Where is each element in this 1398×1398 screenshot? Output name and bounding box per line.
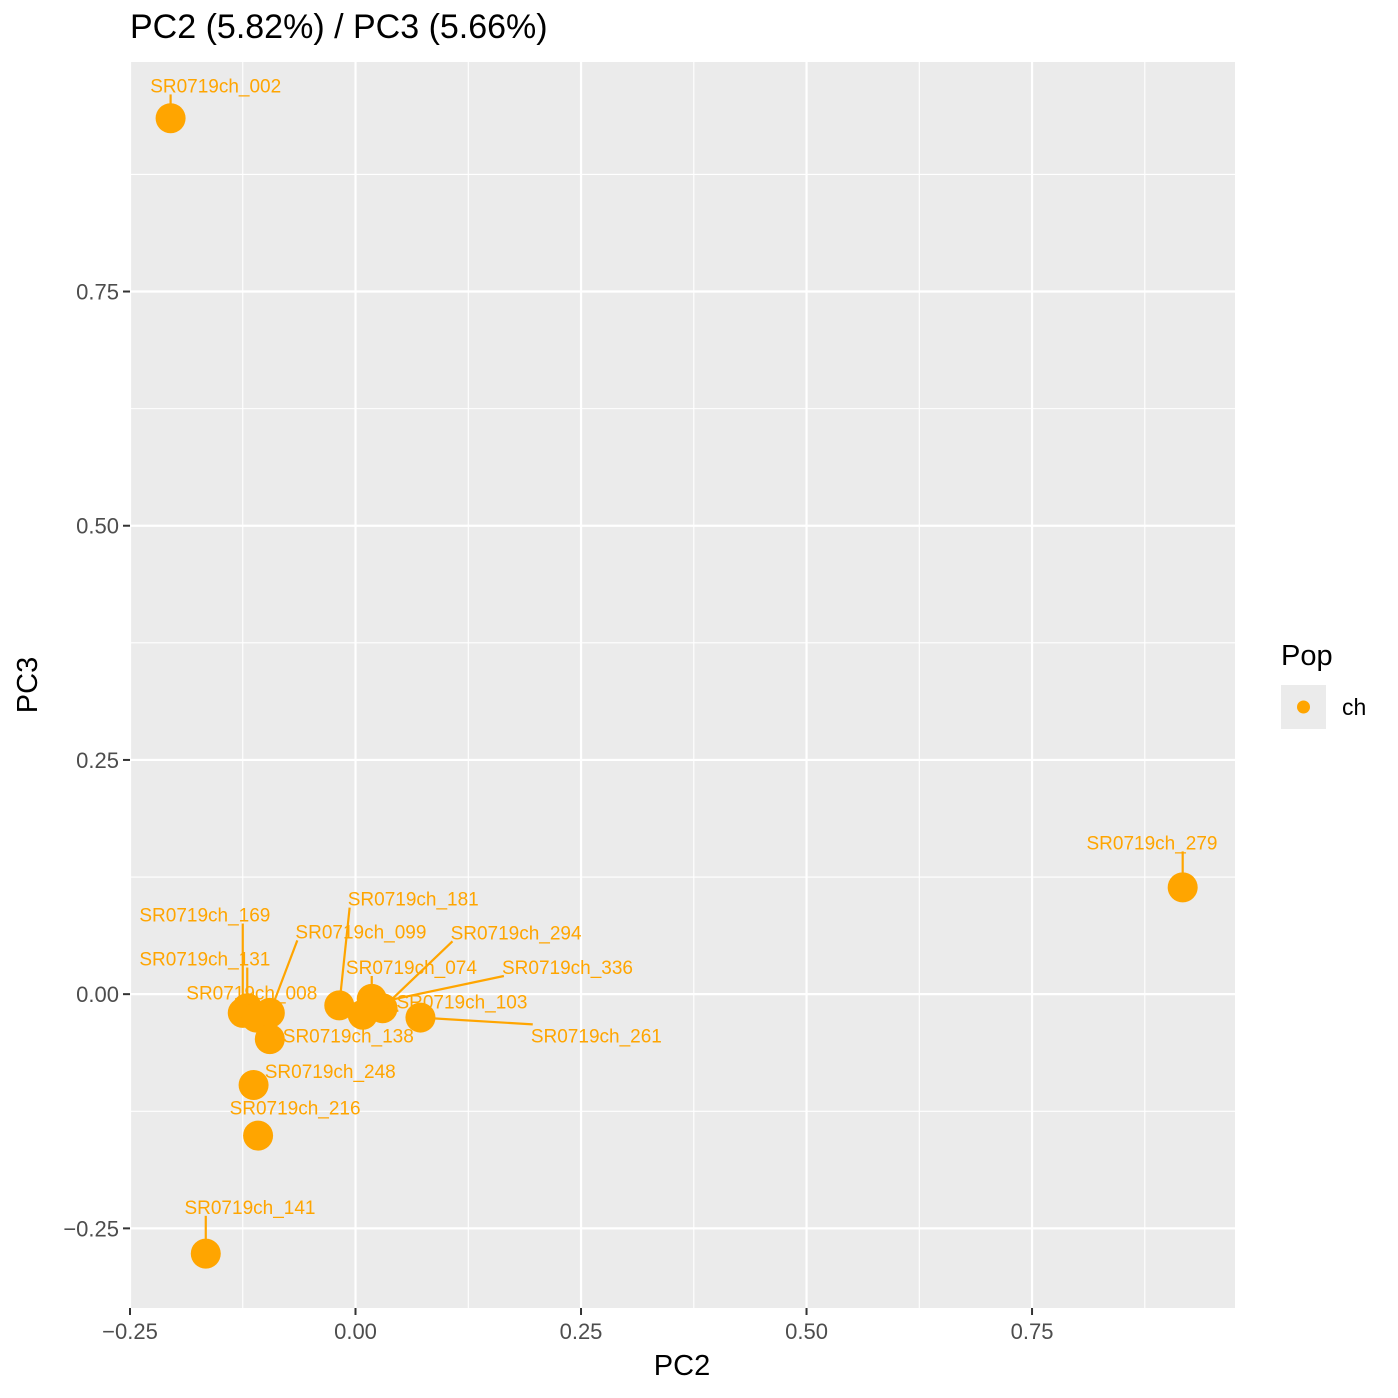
- x-tick-label: 0.75: [1011, 1319, 1054, 1344]
- legend-title: Pop: [1281, 640, 1333, 672]
- y-tick-label: 0.25: [76, 748, 119, 773]
- point-label: SR0719ch_099: [295, 922, 426, 943]
- data-point: [254, 1024, 285, 1055]
- data-point: [405, 1002, 436, 1033]
- point-label: SR0719ch_261: [531, 1026, 662, 1047]
- point-label: SR0719ch_336: [502, 958, 633, 979]
- point-label: SR0719ch_216: [230, 1099, 361, 1120]
- x-tick-label: −0.25: [102, 1319, 158, 1344]
- leader-line: [339, 907, 351, 993]
- chart-title: PC2 (5.82%) / PC3 (5.66%): [130, 8, 548, 46]
- point-label: SR0719ch_141: [184, 1198, 315, 1219]
- point-label: SR0719ch_248: [265, 1062, 396, 1083]
- leader-line: [391, 940, 454, 1001]
- data-point: [1167, 872, 1198, 903]
- x-tick-label: 0.00: [334, 1319, 377, 1344]
- data-point: [155, 103, 186, 134]
- point-label: SR0719ch_008: [186, 983, 317, 1004]
- data-point: [324, 990, 355, 1021]
- point-label: SR0719ch_074: [346, 958, 477, 979]
- data-point: [347, 999, 378, 1030]
- point-label: SR0719ch_279: [1087, 833, 1218, 854]
- point-label: SR0719ch_131: [139, 950, 270, 971]
- y-tick-label: 0.75: [76, 280, 119, 305]
- leader-line: [386, 974, 505, 1002]
- point-label: SR0719ch_181: [348, 890, 479, 911]
- point-label: SR0719ch_002: [150, 76, 281, 97]
- leader-line: [433, 1017, 533, 1026]
- x-axis-title: PC2: [654, 1350, 710, 1382]
- legend-key-marker: [1297, 700, 1310, 714]
- point-label: SR0719ch_294: [451, 923, 582, 944]
- plot-panel: [130, 62, 1235, 1308]
- x-tick-label: 0.25: [560, 1319, 603, 1344]
- y-axis: −0.25 0.00 0.25 0.50 0.75: [63, 280, 130, 1241]
- y-tick-label: 0.00: [76, 982, 119, 1007]
- data-point: [241, 1002, 272, 1033]
- legend-label-ch: ch: [1342, 694, 1366, 720]
- leader-line: [273, 939, 299, 1002]
- point-label: SR0719ch_103: [396, 993, 527, 1014]
- data-points: [155, 103, 1198, 1269]
- x-tick-label: 0.50: [785, 1319, 828, 1344]
- legend: Pop ch: [1281, 640, 1366, 729]
- y-tick-label: −0.25: [63, 1216, 119, 1241]
- point-labels: SR0719ch_002 SR0719ch_279 SR0719ch_181 SR07…: [139, 76, 1217, 1218]
- point-label: SR0719ch_169: [139, 906, 270, 927]
- major-gridlines: [128, 62, 1235, 1308]
- label-leader-lines: [169, 94, 1184, 1241]
- data-point: [190, 1238, 221, 1269]
- data-point: [238, 1070, 269, 1101]
- y-axis-title: PC3: [12, 657, 44, 713]
- point-label: SR0719ch_138: [283, 1026, 414, 1047]
- data-point: [243, 1120, 274, 1151]
- x-axis: −0.25 0.00 0.25 0.50 0.75: [102, 1308, 1053, 1344]
- y-tick-label: 0.50: [76, 514, 119, 539]
- minor-gridlines: [130, 62, 1235, 1308]
